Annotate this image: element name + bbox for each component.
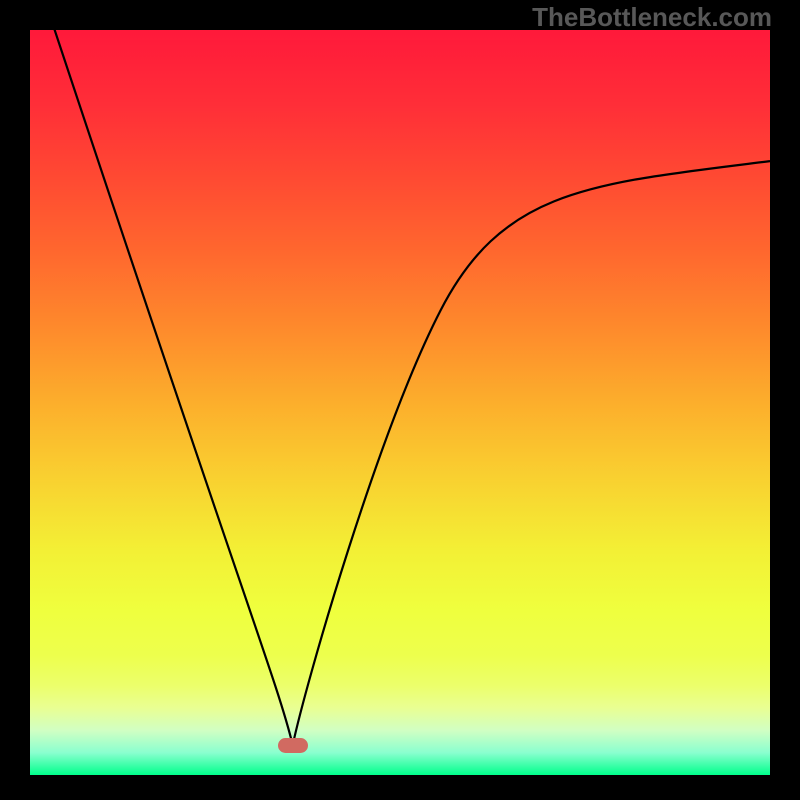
watermark-text: TheBottleneck.com [532,2,772,33]
vertex-marker [278,738,308,753]
bottleneck-curve [30,30,770,775]
curve-path [52,30,770,745]
plot-area [30,30,770,775]
